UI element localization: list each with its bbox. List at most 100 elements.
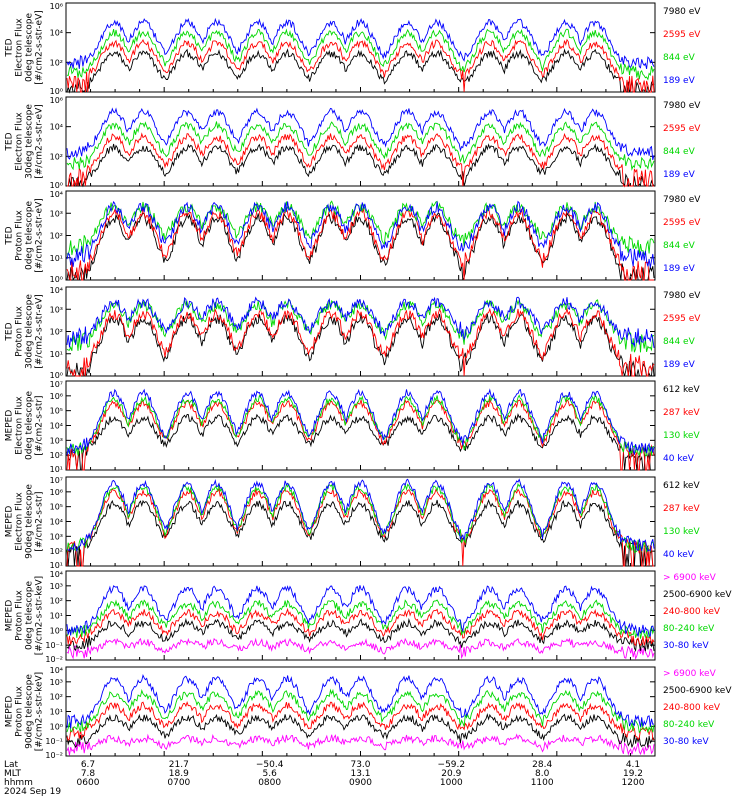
series-line-1 (66, 48, 655, 94)
ylabel-line: 0deg telescope (25, 581, 35, 651)
panel-1: 10⁰ 10² 10⁴ 10⁶ TED Electron Flux 0deg telesco… (5, 2, 702, 96)
legend-entry: 287 keV (663, 408, 700, 418)
y-tick-label: 10³ (50, 532, 63, 541)
ylabel-line: [#/cm2-s-str] (35, 491, 45, 551)
y-tick-label: 10⁰ (50, 722, 63, 731)
legend-entry: 2500-6900 keV (663, 590, 732, 600)
legend-entry: 130 keV (663, 527, 700, 537)
legend-entry: 2595 eV (663, 124, 701, 134)
ylabel-line: 0deg telescope (25, 391, 35, 461)
series-line-3 (66, 121, 655, 171)
ylabel-line: 30deg telescope (25, 294, 35, 369)
y-tick-label: 10³ (50, 678, 63, 687)
legend-entry: 287 keV (663, 504, 700, 514)
y-tick-label: 10⁷ (50, 380, 63, 389)
legend-entry: 189 eV (663, 264, 696, 274)
x-tick-mlt: 13.1 (350, 769, 370, 779)
ylabel-line: Electron Flux (15, 396, 25, 455)
x-axis-row-label: Lat (4, 760, 19, 770)
x-tick-mlt: 5.6 (263, 769, 278, 779)
series-line-3 (66, 607, 655, 647)
ylabel-line: TED (5, 132, 15, 151)
panel-ylabel: TED Electron Flux 0deg telescope [#/cm2-s-s… (5, 10, 45, 85)
y-tick-label: 10⁴ (50, 123, 63, 132)
panel-3: 10⁰ 10¹ 10² 10³ 10⁴ TED Proton Flux 0deg telesc… (5, 190, 702, 284)
series-line-2 (66, 617, 655, 653)
series-line-2 (66, 713, 655, 748)
x-tick-hhmm: 0600 (77, 778, 100, 788)
panel-ylabel: MEPED Electron Flux 0deg telescope [#/cm2-s… (5, 391, 45, 461)
y-tick-label: 10⁵ (50, 407, 63, 416)
legend-entry: 2595 eV (663, 314, 701, 324)
x-tick-hhmm: 0900 (349, 778, 372, 788)
panel-frame (65, 2, 656, 93)
y-tick-label: 10² (50, 451, 63, 460)
ylabel-line: 0deg telescope (25, 13, 35, 83)
legend-entry: 30-80 keV (663, 737, 709, 747)
x-tick-hhmm: 1000 (440, 778, 463, 788)
panel-6: 10¹ 10² 10³ 10⁴ 10⁵ 10⁶ 10⁷ MEPED Electron Flux 9… (5, 476, 701, 570)
ylabel-line: [#/cm2-s-str-eV] (35, 10, 45, 85)
ylabel-line: MEPED (5, 506, 15, 538)
series-line-2 (66, 307, 655, 377)
ylabel-line: 30deg telescope (25, 104, 35, 179)
y-tick-label: 10⁴ (50, 190, 63, 199)
y-tick-label: 10⁶ (50, 2, 63, 11)
legend-entry: 612 keV (663, 481, 700, 491)
x-axis-row-label: 2024 Sep 19 (4, 787, 61, 797)
series-line-1 (66, 733, 655, 756)
panel-5: 10¹ 10² 10³ 10⁴ 10⁵ 10⁶ 10⁷ MEPED Electron Flux 0… (5, 380, 701, 474)
panel-7: 10⁻² 10⁻¹ 10⁰ 10¹ 10² 10³ 10⁴ MEPED Proton Flux 0… (5, 570, 733, 664)
ylabel-line: TED (5, 226, 15, 245)
legend-entry: > 6900 keV (663, 669, 717, 679)
series-line-1 (66, 312, 655, 378)
y-tick-label: 10¹ (50, 561, 63, 570)
y-tick-label: 10⁴ (50, 286, 63, 295)
x-tick-hhmm: 1200 (622, 778, 645, 788)
panel-ylabel: MEPED Proton Flux 0deg telescope [#/cm2-s-s… (5, 576, 45, 655)
x-tick-lat: 21.7 (169, 760, 189, 770)
series-line-4 (66, 478, 655, 552)
series-line-4 (66, 688, 655, 734)
series-line-4 (66, 17, 655, 69)
legend-entry: 2500-6900 keV (663, 686, 732, 696)
series-line-4 (66, 200, 655, 268)
ylabel-line: [#/cm2-s-str-eV] (35, 104, 45, 179)
x-tick-lat: −59.2 (438, 760, 466, 770)
y-tick-label: 10³ (50, 209, 63, 218)
panel-ylabel: MEPED Electron Flux 90deg telescope [#/cm2-… (5, 484, 45, 559)
ylabel-line: 0deg telescope (25, 201, 35, 271)
series-line-4 (66, 296, 655, 348)
series-line-1 (66, 637, 655, 661)
series-line-4 (66, 107, 655, 161)
x-tick-lat: 73.0 (350, 760, 370, 770)
x-tick-hhmm: 0700 (167, 778, 190, 788)
ylabel-line: [#/cm2-s-str] (35, 395, 45, 455)
legend-entry: 844 eV (663, 53, 696, 63)
y-tick-label: 10⁰ (50, 87, 63, 96)
y-tick-label: 10⁻² (45, 655, 63, 664)
series-line-2 (67, 132, 654, 187)
ylabel-line: 90deg telescope (25, 484, 35, 559)
x-axis-row-label: hhmm (4, 778, 33, 788)
y-tick-label: 10⁰ (50, 181, 63, 190)
y-tick-label: 10⁻¹ (45, 641, 63, 650)
y-tick-label: 10⁶ (50, 488, 63, 497)
y-tick-label: 10⁰ (50, 275, 63, 284)
panel-ylabel: TED Electron Flux 30deg telescope [#/cm2-s-… (5, 104, 45, 179)
panel-frame (65, 476, 656, 567)
ylabel-line: Proton Flux (15, 590, 25, 641)
y-tick-label: 10² (50, 597, 63, 606)
legend-entry: 240-800 keV (663, 703, 721, 713)
y-tick-label: 10⁴ (50, 518, 63, 527)
legend-entry: 7980 eV (663, 291, 701, 301)
y-tick-label: 10¹ (50, 350, 63, 359)
y-tick-label: 10² (50, 693, 63, 702)
ylabel-line: 90deg telescope (25, 674, 35, 749)
x-tick-mlt: 18.9 (169, 769, 189, 779)
ylabel-line: MEPED (5, 696, 15, 728)
y-tick-label: 10⁷ (50, 476, 63, 485)
ylabel-line: TED (5, 38, 15, 57)
